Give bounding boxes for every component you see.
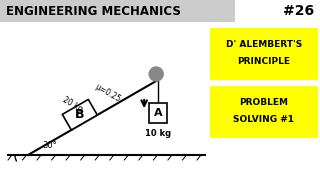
Text: A: A <box>154 108 163 118</box>
Bar <box>149 103 167 123</box>
Text: SOLVING #1: SOLVING #1 <box>234 114 294 123</box>
Text: μ=0.25: μ=0.25 <box>93 82 122 104</box>
Text: ENGINEERING MECHANICS: ENGINEERING MECHANICS <box>6 4 181 17</box>
Text: D' ALEMBERT'S: D' ALEMBERT'S <box>226 39 302 48</box>
Text: B: B <box>75 108 84 121</box>
Text: PRINCIPLE: PRINCIPLE <box>237 57 291 66</box>
Text: #26: #26 <box>283 4 314 18</box>
Circle shape <box>149 67 163 81</box>
Text: PROBLEM: PROBLEM <box>239 98 289 107</box>
Bar <box>210 28 318 80</box>
Bar <box>0 0 235 22</box>
Text: 10 kg: 10 kg <box>145 129 171 138</box>
Text: 20 kg: 20 kg <box>61 95 84 114</box>
Bar <box>210 86 318 138</box>
Polygon shape <box>62 99 97 130</box>
Text: 30°: 30° <box>42 141 57 150</box>
